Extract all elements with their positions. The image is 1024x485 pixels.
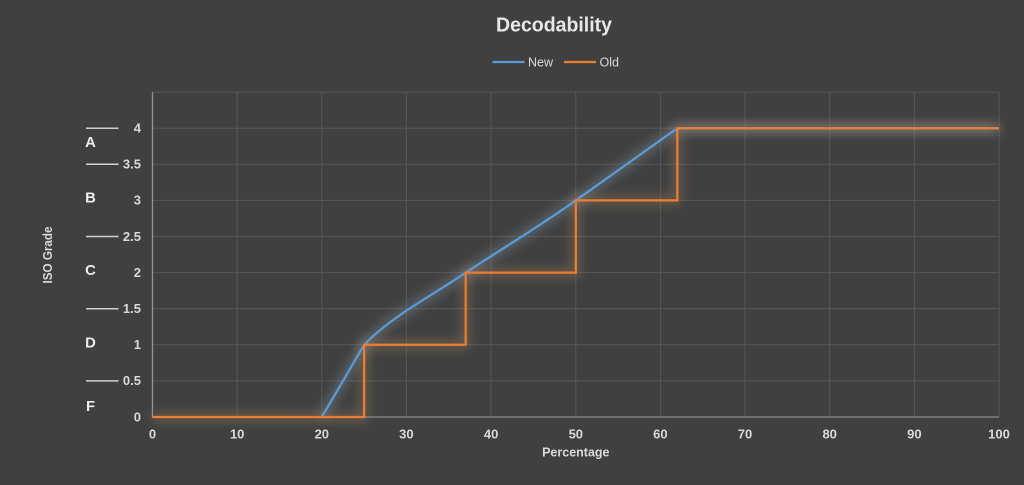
svg-text:60: 60 — [653, 427, 667, 442]
svg-text:A: A — [85, 135, 96, 151]
svg-text:3.5: 3.5 — [123, 157, 141, 172]
svg-text:20: 20 — [315, 427, 329, 442]
svg-text:2: 2 — [134, 265, 141, 280]
svg-text:50: 50 — [569, 427, 583, 442]
svg-text:70: 70 — [738, 427, 752, 442]
svg-text:1: 1 — [134, 337, 141, 352]
svg-text:Decodability: Decodability — [496, 15, 613, 37]
svg-text:0: 0 — [149, 427, 156, 442]
svg-text:3: 3 — [134, 193, 141, 208]
svg-text:New: New — [528, 56, 554, 70]
svg-text:F: F — [86, 399, 95, 415]
svg-text:90: 90 — [907, 427, 921, 442]
svg-text:Percentage: Percentage — [542, 446, 609, 460]
svg-text:4: 4 — [134, 121, 142, 136]
svg-text:10: 10 — [230, 427, 244, 442]
svg-text:30: 30 — [399, 427, 413, 442]
svg-text:B: B — [85, 191, 96, 207]
svg-text:0.5: 0.5 — [123, 373, 141, 388]
svg-text:ISO Grade: ISO Grade — [41, 226, 55, 283]
svg-text:0: 0 — [134, 409, 141, 424]
svg-text:1.5: 1.5 — [123, 301, 141, 316]
svg-text:40: 40 — [484, 427, 498, 442]
svg-text:100: 100 — [988, 427, 1010, 442]
svg-text:Old: Old — [600, 56, 620, 70]
svg-text:D: D — [85, 335, 96, 351]
svg-text:C: C — [85, 263, 96, 279]
svg-text:2.5: 2.5 — [123, 229, 141, 244]
svg-text:80: 80 — [822, 427, 836, 442]
